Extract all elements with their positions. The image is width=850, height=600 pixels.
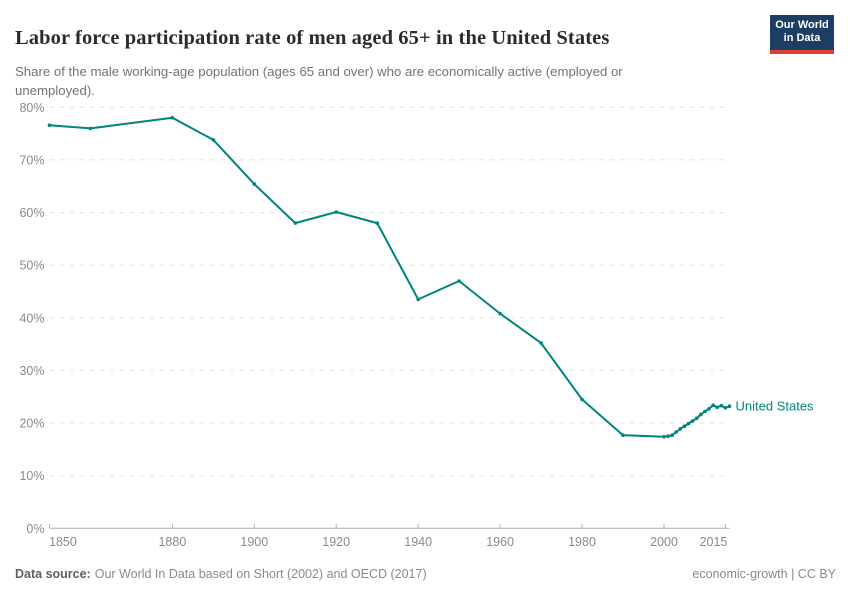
data-point xyxy=(662,434,666,439)
data-point xyxy=(457,279,461,283)
data-point xyxy=(674,430,678,434)
data-point xyxy=(170,116,175,120)
data-point xyxy=(686,421,691,426)
data-point xyxy=(715,405,719,410)
data-point xyxy=(375,221,380,225)
owid-logo-line1: Our World xyxy=(775,19,829,31)
data-point xyxy=(88,126,93,131)
y-axis-tick-label: 60% xyxy=(19,206,44,220)
data-point xyxy=(723,406,728,410)
y-axis-tick-label: 0% xyxy=(26,522,44,536)
data-point xyxy=(690,419,695,423)
data-source-text: Our World In Data based on Short (2002) … xyxy=(94,567,427,581)
data-source-note: Data source: Our World In Data based on S… xyxy=(15,567,427,581)
data-point xyxy=(498,311,502,316)
data-point xyxy=(682,424,687,429)
x-axis-tick-label: 1900 xyxy=(240,535,268,549)
series-end-label[interactable]: United States xyxy=(736,399,815,414)
x-axis-tick-label: 1920 xyxy=(322,535,350,549)
series-line-united-states[interactable] xyxy=(48,116,731,438)
data-point xyxy=(707,407,711,411)
data-point xyxy=(416,297,421,302)
owid-logo-line2: in Data xyxy=(783,32,821,45)
data-point xyxy=(727,404,732,409)
data-point xyxy=(711,403,715,408)
footer-right-note: economic-growth | CC BY xyxy=(692,567,836,581)
data-point xyxy=(539,341,543,345)
data-point xyxy=(678,427,683,431)
data-point xyxy=(703,409,707,414)
data-source-label: Data source: xyxy=(15,567,91,581)
data-point xyxy=(666,434,670,439)
chart-subtitle: Share of the male working-age population… xyxy=(15,64,623,99)
data-point xyxy=(694,416,699,421)
x-axis-tick-label: 2000 xyxy=(650,535,678,549)
data-point xyxy=(719,403,724,408)
y-axis-tick-label: 20% xyxy=(19,417,44,431)
y-axis-tick-label: 30% xyxy=(19,364,44,378)
data-point xyxy=(252,182,257,186)
footer: Data source: Our World In Data based on S… xyxy=(15,567,836,581)
data-point xyxy=(670,433,674,438)
data-point xyxy=(699,412,703,417)
data-point xyxy=(580,397,584,402)
y-axis-tick-label: 80% xyxy=(19,101,44,115)
data-point xyxy=(334,210,339,214)
y-axis-tick-label: 70% xyxy=(19,153,44,167)
y-axis-tick-label: 40% xyxy=(19,311,44,325)
y-axis-tick-label: 10% xyxy=(19,469,44,483)
x-axis-tick-label: 1940 xyxy=(404,535,432,549)
x-axis-tick-label: 1980 xyxy=(568,535,596,549)
data-point xyxy=(293,221,298,225)
y-axis-tick-label: 50% xyxy=(19,259,44,273)
data-point xyxy=(47,123,52,127)
x-axis-tick-label: 2015 xyxy=(700,535,728,549)
x-axis-tick-label: 1960 xyxy=(486,535,514,549)
x-axis-tick-label: 1880 xyxy=(158,535,186,549)
x-axis-tick-label: 1850 xyxy=(49,535,77,549)
data-point xyxy=(621,433,625,438)
owid-logo[interactable]: Our World in Data xyxy=(770,15,834,54)
page-title: Labor force participation rate of men ag… xyxy=(15,26,610,49)
data-point xyxy=(211,138,216,142)
